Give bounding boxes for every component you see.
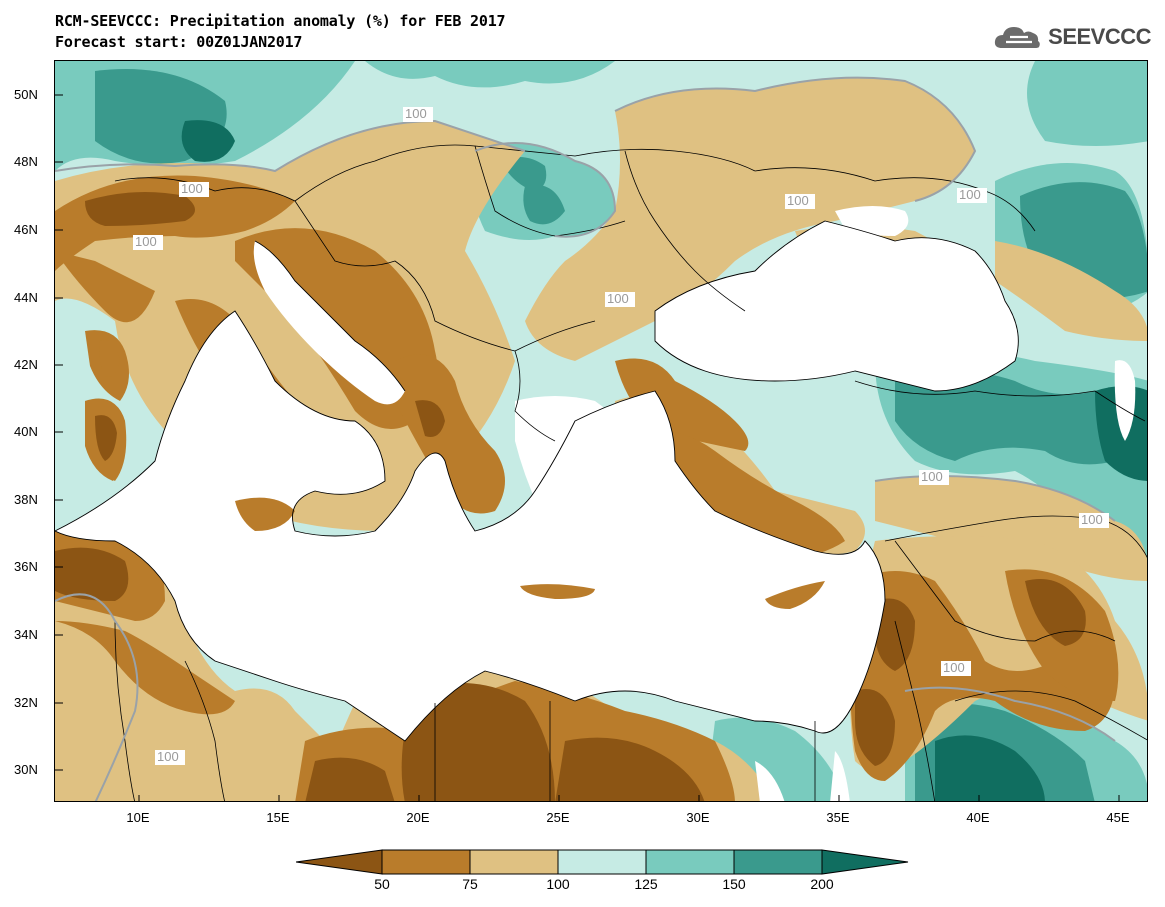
lat-label-50n: 50N [14, 87, 38, 102]
lon-label-20e: 20E [406, 810, 430, 825]
forecast-start: Forecast start: 00Z01JAN2017 [55, 33, 303, 51]
lat-label-34n: 34N [14, 627, 38, 642]
seevccc-logo: SEEVCCC [992, 22, 1151, 52]
contour-label: 100 [1081, 512, 1103, 527]
axis-ticks [55, 94, 1120, 801]
colorbar-above-200 [821, 849, 909, 875]
lat-label-44n: 44N [14, 290, 38, 305]
contour-label: 100 [959, 187, 981, 202]
seas [55, 206, 1136, 801]
colorbar-150-200 [733, 849, 823, 875]
contour-lines-100 [55, 76, 1116, 801]
colorbar-label-200: 200 [810, 876, 834, 892]
lon-label-25e: 25E [546, 810, 570, 825]
contour-label: 100 [181, 181, 203, 196]
colorbar-label-75: 75 [462, 876, 478, 892]
lat-label-38n: 38N [14, 492, 38, 507]
coastlines [55, 220, 1019, 742]
lat-label-48n: 48N [14, 154, 38, 169]
contour-label: 100 [157, 749, 179, 764]
contour-label: 100 [921, 469, 943, 484]
cloud-icon [995, 27, 1040, 48]
colorbar-below-50 [296, 849, 383, 875]
contour-label: 100 [607, 291, 629, 306]
colorbar-label-125: 125 [634, 876, 658, 892]
contour-label: 100 [135, 234, 157, 249]
colorbar-50-75 [381, 849, 471, 875]
colorbar-label-150: 150 [722, 876, 746, 892]
lat-label-30n: 30N [14, 762, 38, 777]
contour-label: 100 [787, 193, 809, 208]
lat-label-32n: 32N [14, 695, 38, 710]
lon-label-45e: 45E [1106, 810, 1130, 825]
colorbar-label-100: 100 [546, 876, 570, 892]
lon-label-35e: 35E [826, 810, 850, 825]
lat-label-46n: 46N [14, 222, 38, 237]
contour-labels: 100 100 100 100 100 100 100 100 100 100 [133, 106, 1109, 765]
colorbar-75-100 [469, 849, 559, 875]
contour-label: 100 [405, 106, 427, 121]
lon-label-10e: 10E [126, 810, 150, 825]
lat-label-42n: 42N [14, 357, 38, 372]
contour-label: 100 [943, 660, 965, 675]
logo-text: SEEVCCC [1048, 24, 1151, 49]
map-canvas: 100 100 100 100 100 100 100 100 100 100 [55, 61, 1147, 801]
lat-label-36n: 36N [14, 559, 38, 574]
colorbar [296, 849, 909, 875]
colorbar-125-150 [645, 849, 735, 875]
colorbar-label-50: 50 [374, 876, 390, 892]
map-title: RCM-SEEVCCC: Precipitation anomaly (%) f… [55, 12, 506, 30]
islands [85, 340, 825, 609]
precipitation-anomaly-map: 100 100 100 100 100 100 100 100 100 100 [54, 60, 1148, 802]
colorbar-100-125 [557, 849, 647, 875]
lon-label-15e: 15E [266, 810, 290, 825]
lon-label-30e: 30E [686, 810, 710, 825]
lon-label-40e: 40E [966, 810, 990, 825]
lat-label-40n: 40N [14, 424, 38, 439]
